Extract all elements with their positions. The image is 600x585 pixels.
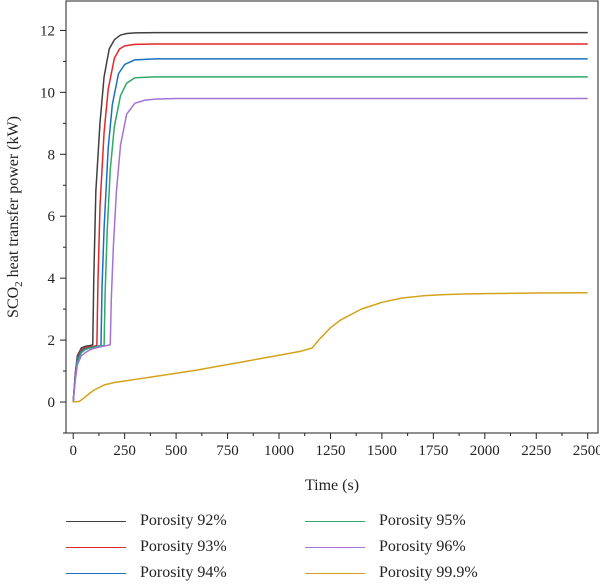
legend-item: Porosity 96% (305, 536, 466, 558)
series-line-porosity-96- (72, 97, 588, 403)
series-line-porosity-99-9- (73, 291, 588, 403)
x-tick-label: 250 (113, 443, 136, 459)
legend-item: Porosity 92% (66, 510, 227, 532)
plot-frame (65, 0, 599, 434)
legend-swatch (66, 546, 126, 548)
legend-label: Porosity 93% (140, 538, 227, 555)
x-tick-label: 2500 (573, 443, 600, 459)
y-tick-label: 2 (48, 333, 56, 349)
series-line-porosity-92- (72, 31, 588, 403)
y-tick-label: 6 (48, 209, 56, 225)
legend-item: Porosity 99.9% (305, 562, 478, 584)
y-tick-label: 10 (40, 85, 55, 101)
series-line-porosity-94- (72, 58, 588, 403)
legend-item: Porosity 94% (66, 562, 227, 584)
legend-item: Porosity 95% (305, 510, 466, 532)
y-axis-title: SCO2 heat transfer power (kW) (5, 116, 25, 318)
x-tick-label: 750 (216, 443, 239, 459)
legend-swatch (305, 546, 365, 548)
series-line-porosity-95- (72, 76, 588, 403)
y-tick-label: 0 (48, 395, 56, 411)
legend-swatch (66, 572, 126, 574)
series-lines (72, 31, 588, 403)
legend-swatch (305, 572, 365, 574)
x-tick-label: 2000 (470, 443, 500, 459)
y-axis-title-prefix: SCO (5, 287, 22, 318)
legend-item: Porosity 93% (66, 536, 227, 558)
x-tick-label: 500 (165, 443, 188, 459)
legend-label: Porosity 99.9% (379, 564, 478, 581)
legend: Porosity 92% Porosity 93% Porosity 94% P… (0, 505, 600, 585)
y-axis-title-subscript: 2 (13, 281, 25, 287)
x-tick-label: 2250 (521, 443, 551, 459)
y-tick-label: 8 (48, 147, 56, 163)
series-line-porosity-93- (72, 43, 588, 403)
legend-swatch (66, 520, 126, 522)
y-tick-label: 4 (48, 271, 56, 287)
x-tick-label: 1000 (264, 443, 294, 459)
legend-label: Porosity 96% (379, 538, 466, 555)
x-tick-label: 1750 (418, 443, 448, 459)
legend-label: Porosity 94% (140, 564, 227, 581)
x-tick-label: 1250 (315, 443, 345, 459)
y-axis-title-suffix: heat transfer power (kW) (5, 116, 22, 281)
y-tick-label: 12 (40, 23, 55, 39)
x-axis-title: Time (s) (305, 477, 359, 494)
x-tick-label: 1500 (367, 443, 397, 459)
axes: 0 250 500 750 1000 1250 1500 1750 2000 2250 2500 0 2… (40, 23, 600, 459)
x-tick-label: 0 (69, 443, 77, 459)
legend-label: Porosity 95% (379, 512, 466, 529)
legend-swatch (305, 520, 365, 522)
chart-svg: 0 250 500 750 1000 1250 1500 1750 2000 2250 2500 0 2… (5, 0, 600, 494)
legend-label: Porosity 92% (140, 512, 227, 529)
